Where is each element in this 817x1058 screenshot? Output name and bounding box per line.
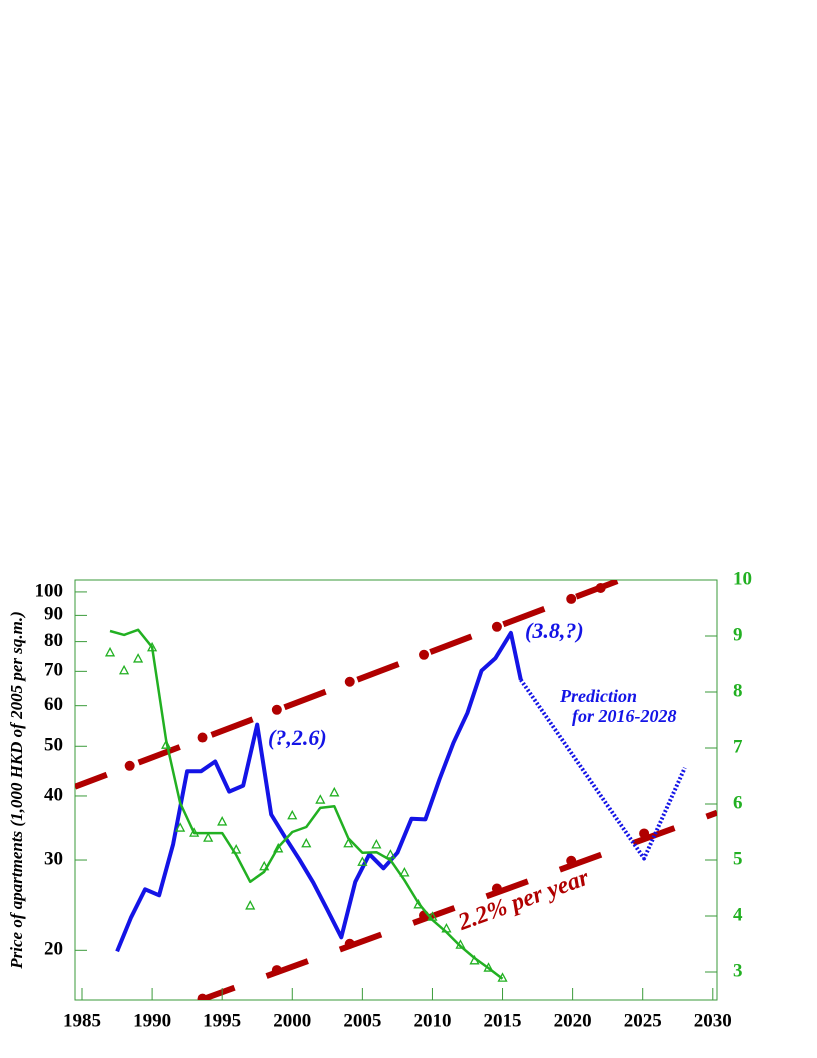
y2-tick-label: 5: [733, 848, 743, 869]
y2-tick-label: 8: [733, 680, 743, 701]
triangle-marker: [385, 849, 396, 859]
triangle-marker: [245, 900, 256, 910]
y-tick-label: 20: [44, 939, 63, 960]
triangle-marker: [315, 794, 326, 804]
y-tick-label: 100: [35, 580, 64, 601]
x-tick-label: 1995: [203, 1010, 241, 1031]
y-tick-label: 90: [44, 604, 63, 625]
triangle-marker: [147, 641, 158, 652]
trend-dot: [491, 883, 502, 894]
y-axis-label: Price of apartments (1,000 HKD of 2005 p…: [7, 611, 26, 969]
trend-dot: [595, 582, 606, 593]
y2-tick-label: 6: [733, 792, 743, 813]
x-tick-label: 2000: [273, 1010, 311, 1031]
plot-area: [75, 580, 717, 1000]
y-tick-label: 50: [44, 735, 63, 756]
x-tick-label: 2020: [554, 1010, 592, 1031]
y2-tick-label: 9: [733, 624, 743, 645]
x-tick-label: 1985: [63, 1010, 101, 1031]
series-line: [201, 809, 717, 1000]
triangle-marker: [273, 842, 284, 853]
triangle-marker: [217, 816, 228, 826]
y-tick-label: 30: [44, 848, 63, 869]
x-tick-label: 2005: [343, 1010, 381, 1031]
trend-dot: [566, 855, 577, 866]
triangle-marker: [483, 962, 494, 972]
trend-dot: [197, 993, 208, 1000]
triangle-marker: [203, 832, 214, 842]
series-line: [115, 630, 523, 953]
trend-dot: [197, 732, 208, 743]
triangle-marker: [189, 827, 200, 837]
x-tick-label: 2025: [624, 1010, 662, 1031]
y2-tick-label: 4: [733, 904, 743, 925]
plot-frame: [74, 579, 718, 1001]
annotation: Prediction: [559, 686, 637, 706]
trend-dot: [419, 649, 430, 660]
y-tick-label: 80: [44, 630, 63, 651]
y2-tick-label: 10: [733, 568, 752, 589]
triangle-marker: [371, 838, 382, 849]
y-tick-label: 60: [44, 694, 63, 715]
triangle-marker: [329, 786, 340, 797]
trend-dot: [124, 760, 135, 771]
trend-dot: [344, 676, 355, 687]
series-line: [109, 628, 504, 980]
triangle-marker: [399, 866, 410, 877]
y-tick-label: 70: [44, 660, 63, 681]
trend-dot: [566, 593, 577, 604]
trend-dot: [491, 621, 502, 632]
annotation: 2.2% per year: [454, 864, 593, 936]
triangle-marker: [427, 911, 438, 921]
x-tick-label: 2030: [694, 1010, 732, 1031]
annotation: for 2016-2028: [572, 706, 677, 726]
x-tick-label: 2015: [484, 1010, 522, 1031]
x-tick-label: 2010: [413, 1010, 451, 1031]
series-line: [75, 580, 622, 790]
y2-tick-label: 7: [733, 736, 743, 757]
annotation: (3.8,?): [525, 618, 584, 643]
triangle-marker: [132, 653, 144, 663]
triangle-marker: [301, 837, 312, 848]
annotation: (?,2.6): [268, 725, 327, 750]
trend-dot: [271, 704, 282, 715]
trend-dot: [344, 938, 355, 949]
triangle-marker: [413, 898, 424, 909]
x-tick-label: 1990: [133, 1010, 171, 1031]
triangle-marker: [259, 860, 270, 871]
triangle-marker: [497, 972, 508, 982]
triangle-marker: [469, 954, 480, 965]
triangle-marker: [161, 739, 172, 749]
triangle-marker: [231, 844, 242, 854]
triangle-marker: [343, 837, 354, 848]
triangle-marker: [175, 822, 186, 832]
trend-dot: [639, 828, 650, 839]
y2-tick-label: 3: [733, 960, 743, 981]
trend-dot: [271, 965, 282, 976]
triangle-marker: [118, 664, 130, 675]
triangle-marker: [441, 922, 452, 933]
triangle-marker: [357, 856, 368, 866]
series-line: [519, 678, 687, 861]
triangle-marker: [104, 646, 116, 657]
triangle-marker: [455, 939, 466, 949]
triangle-marker: [287, 809, 298, 820]
y-tick-label: 40: [44, 784, 63, 805]
